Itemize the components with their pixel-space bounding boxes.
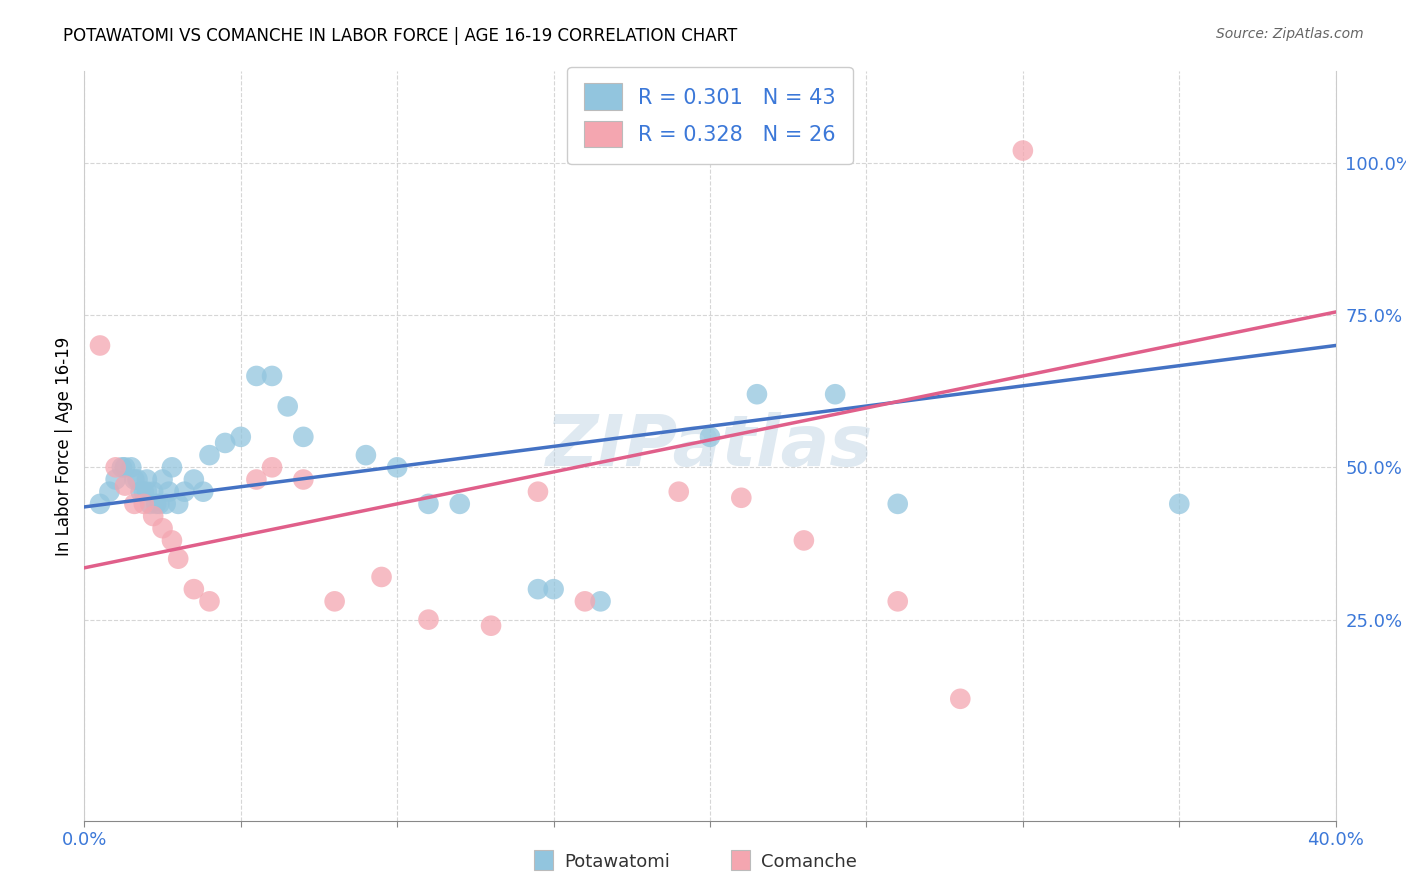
Point [155, 497, 177, 511]
Point [114, 460, 136, 475]
Point [124, 473, 146, 487]
Point [277, 400, 299, 414]
Point [157, 484, 180, 499]
Point [589, 594, 612, 608]
Point [245, 368, 267, 383]
Point [323, 594, 346, 608]
Point [136, 484, 159, 499]
Point [574, 594, 596, 608]
Point [292, 430, 315, 444]
Point [479, 618, 502, 632]
Point [167, 497, 190, 511]
Point [145, 497, 167, 511]
Point [167, 551, 190, 566]
Point [262, 460, 284, 475]
Point [152, 521, 174, 535]
Point [292, 473, 315, 487]
Point [132, 484, 155, 499]
Point [1168, 497, 1191, 511]
Point [136, 473, 159, 487]
Point [418, 613, 440, 627]
Point [198, 448, 221, 462]
Point [543, 582, 565, 596]
Point [160, 460, 183, 475]
Point [152, 473, 174, 487]
Point [142, 509, 165, 524]
Point [120, 460, 142, 475]
Point [214, 436, 236, 450]
Point [699, 430, 721, 444]
Point [668, 484, 690, 499]
Point [89, 497, 111, 511]
Point [449, 497, 471, 511]
Text: Comanche: Comanche [761, 853, 856, 871]
Point [887, 497, 910, 511]
Point [98, 484, 121, 499]
Point [111, 460, 134, 475]
Point [370, 570, 392, 584]
Point [183, 473, 205, 487]
Point [142, 484, 165, 499]
Point [793, 533, 815, 548]
Point [139, 497, 162, 511]
Point [527, 484, 550, 499]
Legend: R = 0.301   N = 43, R = 0.328   N = 26: R = 0.301 N = 43, R = 0.328 N = 26 [568, 67, 852, 164]
Y-axis label: In Labor Force | Age 16-19: In Labor Force | Age 16-19 [55, 336, 73, 556]
Point [527, 582, 550, 596]
Point [229, 430, 252, 444]
Point [745, 387, 768, 401]
Point [124, 497, 146, 511]
Point [418, 497, 440, 511]
Point [160, 533, 183, 548]
Point [824, 387, 846, 401]
Point [262, 368, 284, 383]
Point [114, 478, 136, 492]
Point [245, 473, 267, 487]
Point [887, 594, 910, 608]
Point [89, 338, 111, 352]
Point [1012, 144, 1035, 158]
Point [104, 473, 127, 487]
Text: POTAWATOMI VS COMANCHE IN LABOR FORCE | AGE 16-19 CORRELATION CHART: POTAWATOMI VS COMANCHE IN LABOR FORCE | … [63, 27, 738, 45]
Point [183, 582, 205, 596]
Point [173, 484, 195, 499]
Point [127, 473, 149, 487]
Point [385, 460, 409, 475]
Text: ZIPatlas: ZIPatlas [547, 411, 873, 481]
Point [132, 497, 155, 511]
Text: Source: ZipAtlas.com: Source: ZipAtlas.com [1216, 27, 1364, 41]
Point [148, 497, 170, 511]
Point [193, 484, 215, 499]
Point [104, 460, 127, 475]
Point [198, 594, 221, 608]
Point [129, 484, 152, 499]
Point [730, 491, 752, 505]
Point [354, 448, 377, 462]
Point [949, 691, 972, 706]
Text: Potawatomi: Potawatomi [564, 853, 671, 871]
